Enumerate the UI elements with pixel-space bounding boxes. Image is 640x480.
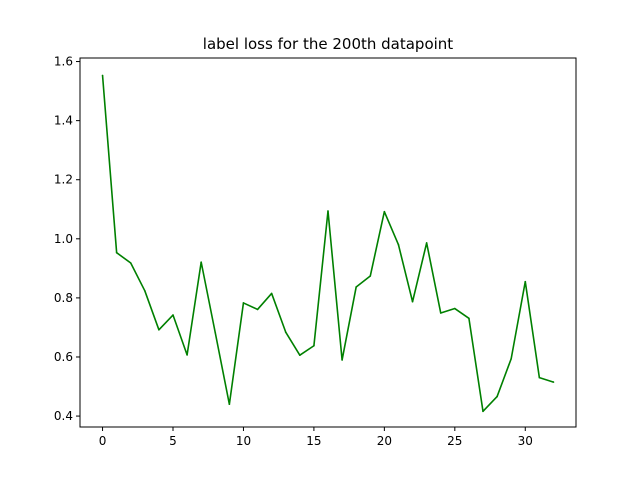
- data-point: [425, 242, 428, 244]
- data-point: [439, 312, 442, 314]
- y-tick-label: 1.4: [54, 114, 73, 128]
- series-line: [101, 75, 554, 413]
- data-point: [552, 381, 555, 383]
- data-point: [397, 243, 400, 246]
- data-point: [284, 331, 287, 333]
- x-tick-label: 15: [306, 434, 321, 448]
- chart-title: label loss for the 200th datapoint: [203, 35, 454, 53]
- data-point: [468, 317, 470, 320]
- data-point: [383, 210, 386, 213]
- y-tick-label: 1.2: [54, 173, 73, 187]
- x-tick-label: 30: [518, 434, 533, 448]
- data-point: [101, 74, 104, 77]
- data-point: [341, 359, 343, 361]
- series-layer: [101, 74, 555, 413]
- y-tick-label: 0.6: [54, 350, 73, 364]
- y-tick-label: 1.0: [54, 232, 73, 246]
- data-point: [369, 275, 372, 277]
- data-point: [115, 251, 118, 254]
- y-axis: 0.4 0.6 0.8 1.0 1.2 1.4 1.6: [54, 55, 80, 423]
- data-point: [228, 403, 231, 406]
- data-point: [144, 290, 146, 292]
- data-point: [524, 280, 527, 283]
- x-tick-label: 20: [377, 434, 392, 448]
- data-point: [299, 354, 301, 357]
- data-point: [158, 329, 160, 331]
- y-tick-label: 1.6: [54, 55, 73, 69]
- data-point: [172, 314, 174, 316]
- data-point: [214, 331, 217, 334]
- data-point: [411, 300, 414, 303]
- x-axis: 0 5 10 15 20 25 30: [99, 427, 533, 448]
- data-point: [327, 210, 329, 212]
- data-point: [496, 395, 498, 398]
- data-point: [510, 357, 512, 360]
- x-tick-label: 25: [447, 434, 462, 448]
- data-point: [538, 376, 541, 379]
- data-point: [256, 308, 259, 311]
- x-tick-label: 5: [169, 434, 177, 448]
- data-point: [313, 344, 315, 347]
- x-tick-label: 10: [236, 434, 251, 448]
- data-point: [270, 292, 273, 295]
- data-point: [129, 262, 132, 264]
- data-point: [186, 354, 188, 356]
- data-point: [454, 307, 456, 310]
- data-point: [242, 302, 245, 304]
- data-point: [355, 286, 357, 288]
- y-tick-label: 0.4: [54, 409, 73, 423]
- data-point: [482, 410, 484, 413]
- y-tick-label: 0.8: [54, 291, 73, 305]
- plot-area-frame: [79, 57, 577, 428]
- x-tick-label: 0: [99, 434, 107, 448]
- data-point: [200, 261, 202, 263]
